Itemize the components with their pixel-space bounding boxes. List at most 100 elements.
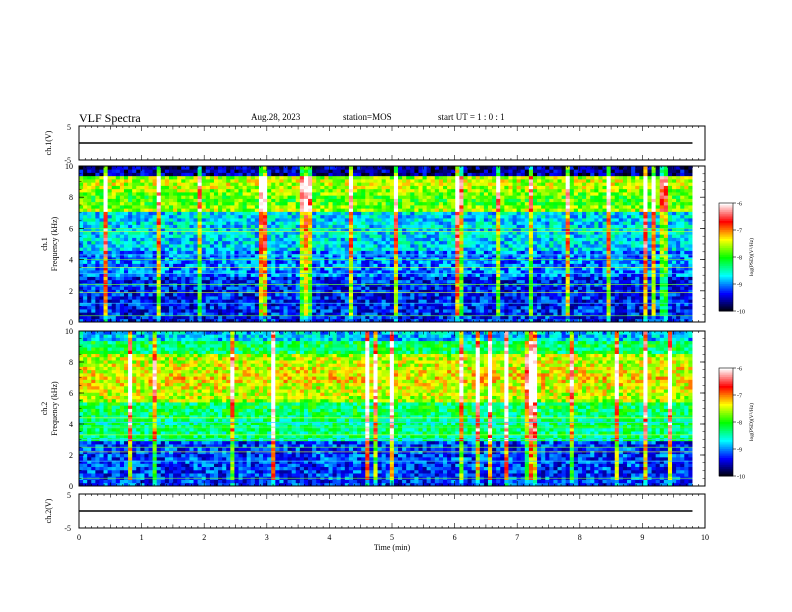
colorbar-1-segment bbox=[719, 213, 733, 217]
colorbar-1-segment bbox=[719, 291, 733, 294]
ch2-waveform-ylabel: ch.2(V) bbox=[44, 498, 53, 523]
x-tick-label: 7 bbox=[515, 533, 519, 542]
colorbar-1-segment bbox=[719, 215, 733, 218]
colorbar-1-segment bbox=[719, 230, 733, 233]
x-axis-label: Time (min) bbox=[374, 543, 411, 552]
colorbar-2-segment bbox=[719, 467, 733, 470]
colorbar-2-segment bbox=[719, 411, 733, 414]
colorbar-2-segment bbox=[719, 416, 733, 419]
colorbar-1-segment bbox=[719, 257, 733, 260]
colorbar-1-segment bbox=[719, 303, 733, 307]
spec1-ytick-label: 10 bbox=[65, 162, 73, 171]
colorbar-2-tick-label: -6 bbox=[737, 367, 742, 373]
colorbar-2-segment bbox=[719, 441, 733, 445]
start-ut-label: start UT = 1 : 0 : 1 bbox=[438, 112, 505, 122]
colorbar-1-segment bbox=[719, 248, 733, 251]
colorbar-2-segment bbox=[719, 452, 733, 455]
colorbar-2-segment bbox=[719, 472, 733, 475]
colorbar-1-segment bbox=[719, 253, 733, 256]
colorbar-1-segment bbox=[719, 307, 733, 310]
ch2-waveform-tick-label-bottom: -5 bbox=[64, 524, 71, 533]
colorbar-1-segment bbox=[719, 275, 733, 278]
colorbar-2-segment bbox=[719, 398, 733, 401]
colorbar-1-segment bbox=[719, 298, 733, 301]
colorbar-1-segment bbox=[719, 305, 733, 308]
colorbar-2-segment bbox=[719, 378, 733, 382]
spec2-ytick-label: 0 bbox=[69, 482, 73, 491]
colorbar-2-segment bbox=[719, 436, 733, 439]
colorbar-2-label: log(PSD)(V²/Hz) bbox=[748, 403, 755, 441]
colorbar-2-segment bbox=[719, 456, 733, 459]
colorbar-1-segment bbox=[719, 260, 733, 263]
colorbar-1-segment bbox=[719, 284, 733, 287]
spec2-ytick-label: 8 bbox=[69, 358, 73, 367]
colorbar-1-tick-label: -8 bbox=[737, 256, 742, 262]
colorbar-1-segment bbox=[719, 276, 733, 280]
colorbar-2-segment bbox=[719, 425, 733, 428]
colorbar-2-segment bbox=[719, 423, 733, 427]
x-tick-label: 4 bbox=[327, 533, 331, 542]
colorbar-2-segment bbox=[719, 409, 733, 412]
spectrogram-1 bbox=[79, 166, 705, 323]
x-tick-label: 10 bbox=[701, 533, 709, 542]
colorbar-1-segment bbox=[719, 212, 733, 215]
colorbar-1-segment bbox=[719, 219, 733, 222]
colorbar-2-segment bbox=[719, 368, 733, 371]
colorbar-1-tick-label: -9 bbox=[737, 283, 742, 289]
colorbar-2-segment bbox=[719, 393, 733, 396]
colorbar-1-tick-label: -7 bbox=[737, 229, 742, 235]
colorbar-2-segment bbox=[719, 375, 733, 378]
colorbar-1-label: log(PSD)(V²/Hz) bbox=[748, 238, 755, 276]
colorbar-1-segment bbox=[719, 300, 733, 303]
spec1-ytick-label: 4 bbox=[69, 256, 73, 265]
colorbar-2-segment bbox=[719, 447, 733, 450]
spec1-ytick-label: 8 bbox=[69, 193, 73, 202]
colorbar-1-segment bbox=[719, 235, 733, 238]
colorbar-2-segment bbox=[719, 461, 733, 464]
colorbar-2-tick-label: -9 bbox=[737, 448, 742, 454]
spec2-channel-label: ch.2 bbox=[40, 402, 49, 416]
colorbar-1-segment bbox=[719, 251, 733, 254]
colorbar-1-segment bbox=[719, 204, 733, 208]
colorbar-2-segment bbox=[719, 384, 733, 387]
spec1-ytick-label: 0 bbox=[69, 318, 73, 327]
x-tick-label: 1 bbox=[140, 533, 144, 542]
colorbar-2-segment bbox=[719, 405, 733, 409]
date-label: Aug.28, 2023 bbox=[251, 112, 301, 122]
x-tick-label: 0 bbox=[77, 533, 81, 542]
colorbar-1-segment bbox=[719, 210, 733, 213]
ch2-waveform-tick-label-top: 5 bbox=[67, 491, 71, 500]
colorbar-2-segment bbox=[719, 474, 733, 477]
colorbar-2-segment bbox=[719, 450, 733, 454]
colorbar-1-segment bbox=[719, 222, 733, 226]
colorbar-1-segment bbox=[719, 231, 733, 235]
spec1-channel-label: ch.1 bbox=[40, 237, 49, 251]
colorbar-2-segment bbox=[719, 387, 733, 391]
colorbar-2-segment bbox=[719, 413, 733, 416]
colorbar-2-segment bbox=[719, 440, 733, 443]
colorbar-2-segment bbox=[719, 459, 733, 463]
spec1-ytick-label: 2 bbox=[69, 287, 73, 296]
colorbar-1-segment bbox=[719, 203, 733, 206]
colorbar-1-segment bbox=[719, 221, 733, 224]
colorbar-2-segment bbox=[719, 369, 733, 373]
colorbar-1-segment bbox=[719, 208, 733, 211]
x-tick-label: 3 bbox=[265, 533, 269, 542]
colorbar-2-segment bbox=[719, 438, 733, 441]
colorbar-2-segment bbox=[719, 443, 733, 446]
colorbar-2-segment bbox=[719, 463, 733, 466]
colorbar-1-segment bbox=[719, 255, 733, 258]
colorbar-2-segment bbox=[719, 434, 733, 437]
ch1-waveform-tick-label-bottom: -5 bbox=[64, 156, 71, 165]
spec2-ytick-label: 2 bbox=[69, 451, 73, 460]
colorbar-1-segment bbox=[719, 309, 733, 312]
colorbar-2-segment bbox=[719, 373, 733, 376]
x-tick-label: 2 bbox=[202, 533, 206, 542]
station-label: station=MOS bbox=[343, 112, 392, 122]
colorbar-2-segment bbox=[719, 427, 733, 430]
spec1-ylabel: Frequency (kHz) bbox=[50, 216, 59, 271]
colorbar-1-segment bbox=[719, 273, 733, 276]
colorbar-2-segment bbox=[719, 400, 733, 403]
colorbar-1-segment bbox=[719, 289, 733, 292]
spec1-ytick-label: 6 bbox=[69, 224, 73, 233]
